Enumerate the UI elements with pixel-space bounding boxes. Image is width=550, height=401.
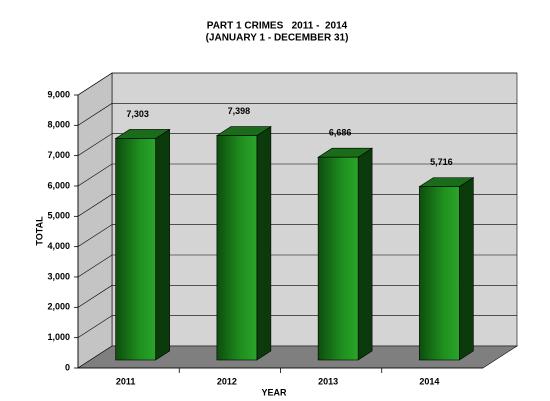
y-tick-label: 3,000 [47, 271, 70, 281]
grid-line [77, 163, 517, 187]
y-tick-label: 6,000 [47, 180, 70, 190]
y-tick-label: 7,000 [47, 150, 70, 160]
grid-line [77, 133, 517, 156]
x-tick-label: 2012 [217, 376, 237, 386]
value-label: 6,686 [329, 128, 352, 138]
x-tick-label: 2011 [116, 376, 136, 386]
bar [419, 186, 460, 361]
bar-side [256, 126, 272, 361]
chart-subtitle: (JANUARY 1 - DECEMBER 31) [206, 33, 349, 44]
bar-side [357, 147, 373, 361]
y-axis-label: TOTAL [34, 216, 44, 246]
y-tick-label: 1,000 [47, 332, 70, 342]
grid-line [77, 285, 517, 308]
bar [216, 135, 258, 361]
y-tick-label: 5,000 [47, 211, 70, 221]
grid-line [77, 194, 517, 217]
chart-title: PART 1 CRIMES 2011 - 2014 [207, 21, 348, 32]
y-tick-label: 8,000 [47, 120, 70, 130]
bar-side [155, 128, 170, 361]
grid-line [77, 254, 517, 278]
bar [317, 156, 359, 361]
x-axis-label: YEAR [261, 387, 287, 397]
y-tick-label: 9,000 [47, 89, 70, 99]
value-label: 5,716 [430, 157, 453, 167]
x-tick-label: 2014 [419, 376, 439, 386]
bar [115, 138, 156, 361]
value-label: 7,398 [228, 106, 251, 116]
grid-line [77, 103, 517, 126]
y-tick-label: 4,000 [47, 241, 70, 251]
value-label: 7,303 [126, 109, 149, 119]
side-wall [77, 72, 113, 369]
grid-line [77, 315, 517, 338]
grid-line [77, 72, 517, 96]
y-tick-label: 0 [65, 362, 70, 372]
grid-line [77, 224, 517, 247]
bar-side [459, 177, 474, 361]
x-tick-label: 2013 [318, 376, 338, 386]
y-tick-label: 2,000 [47, 302, 70, 312]
